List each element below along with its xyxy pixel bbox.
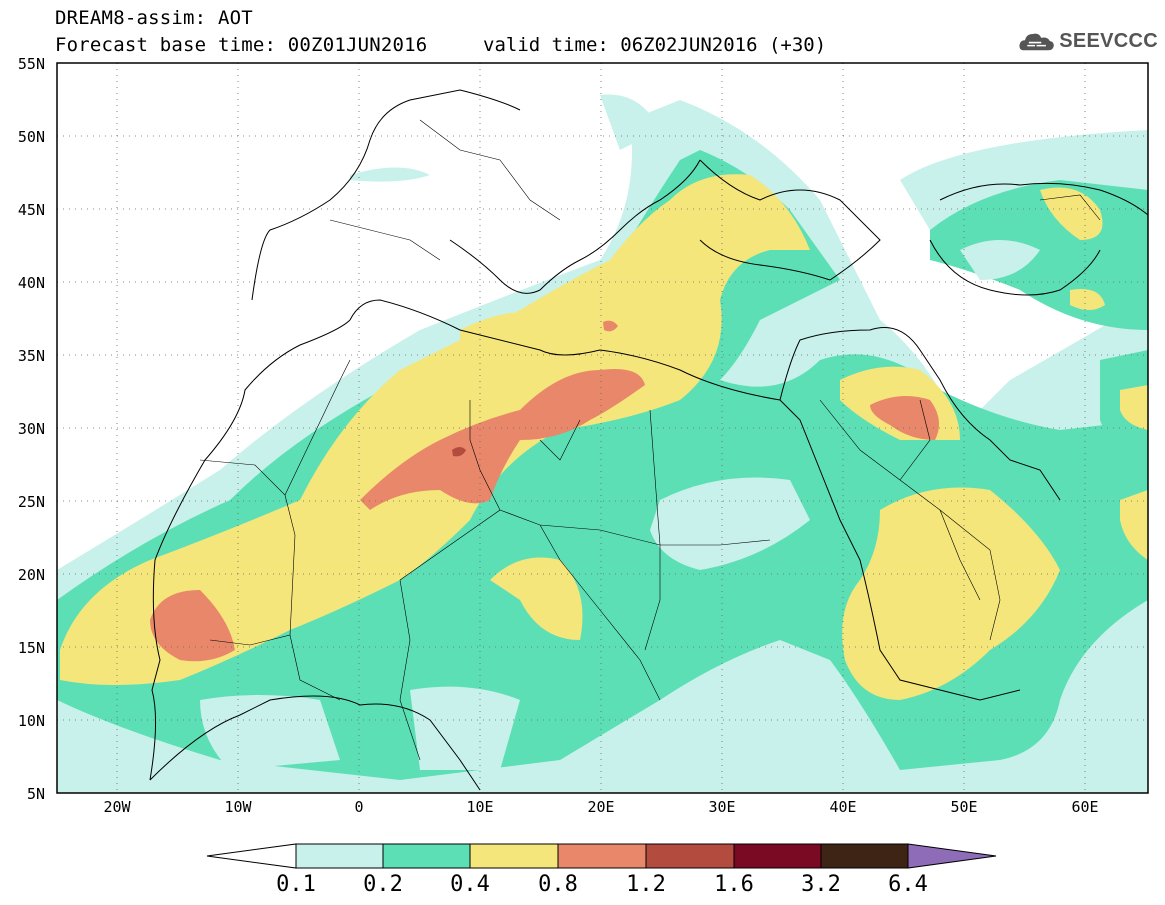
lon-label-30e: 30E [708,798,736,816]
lat-label-40n: 40N [17,274,45,292]
lon-label-0: 0 [354,798,364,816]
colorbar-label-6-4: 6.4 [888,872,928,897]
lon-label-20e: 20E [587,798,615,816]
lon-label-50e: 50E [950,798,978,816]
lat-label-20n: 20N [17,566,45,584]
colorbar-label-0-4: 0.4 [450,872,490,897]
colorbar-label-0-2: 0.2 [363,872,403,897]
lon-label-60e: 60E [1071,798,1099,816]
lat-label-35n: 35N [17,347,45,365]
lon-label-10e: 10E [466,798,494,816]
borders [199,119,1101,761]
lon-label-20w: 20W [103,798,131,816]
map-title: DREAM8-assim: AOT [55,7,253,29]
logo-text: SEEVCCC [1059,29,1158,52]
colorbar-label-3-2: 3.2 [801,872,841,897]
valid-time-label: valid time: 06Z02JUN2016 (+30) [483,34,827,56]
colorbar-label-0-8: 0.8 [538,872,578,897]
lat-label-5n: 5N [26,785,45,803]
base-time-label: Forecast base time: 00Z01JUN2016 [55,34,428,56]
lat-label-50n: 50N [17,128,45,146]
lat-label-30n: 30N [17,420,45,438]
lon-label-10w: 10W [224,798,252,816]
lat-label-10n: 10N [17,712,45,730]
colorbar [206,843,997,869]
lat-label-55n: 55N [17,55,45,73]
lat-label-15n: 15N [17,639,45,657]
lon-label-40e: 40E [829,798,857,816]
map-frame [56,62,1149,794]
coastlines [149,89,1149,791]
lat-label-45n: 45N [17,201,45,219]
aot-shading [57,63,1148,793]
colorbar-label-1-2: 1.2 [626,872,666,897]
seevccc-logo: SEEVCCC [1018,24,1158,58]
cloud-icon [1019,33,1054,51]
colorbar-label-1-6: 1.6 [714,872,754,897]
colorbar-label-0-1: 0.1 [276,872,316,897]
lat-label-25n: 25N [17,493,45,511]
